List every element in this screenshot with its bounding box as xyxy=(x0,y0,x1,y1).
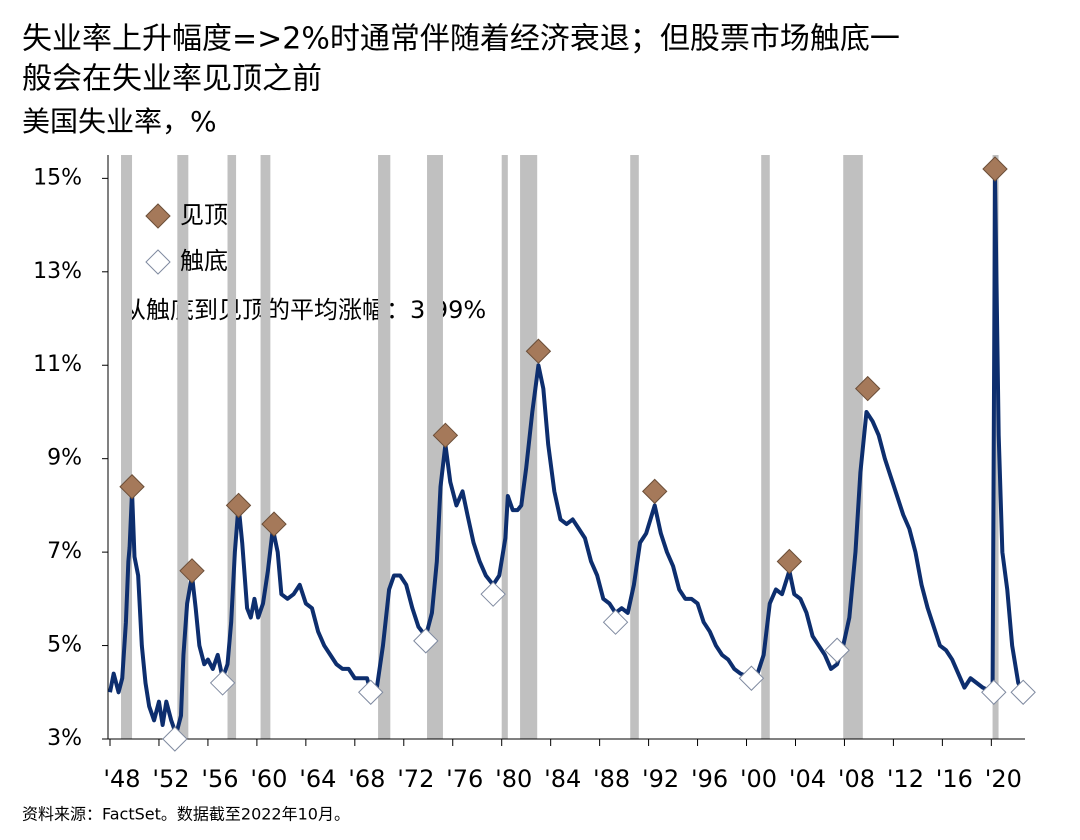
y-tick-label: 7% xyxy=(47,539,82,564)
y-tick-label: 5% xyxy=(47,633,82,658)
x-tick-label: '84 xyxy=(544,765,581,793)
recession-band xyxy=(121,155,133,739)
x-tick-label: '72 xyxy=(397,765,434,793)
recession-band xyxy=(378,155,391,739)
legend-label: 触底 xyxy=(180,247,228,275)
legend-marker xyxy=(145,203,171,229)
x-tick-label: '68 xyxy=(348,765,385,793)
peak-marker xyxy=(525,338,552,364)
chart-subtitle: 美国失业率，% xyxy=(22,105,217,138)
x-tick-label: '04 xyxy=(789,765,826,793)
trough-marker xyxy=(413,628,439,654)
peak-marker xyxy=(225,492,252,519)
unemployment-line xyxy=(108,176,1025,737)
trough-marker xyxy=(738,665,765,691)
x-tick-label: '00 xyxy=(740,765,777,793)
x-tick-label: '96 xyxy=(691,765,728,793)
recession-band xyxy=(227,155,237,739)
x-tick-label: '92 xyxy=(642,765,679,793)
recession-band xyxy=(427,155,443,739)
recession-band xyxy=(843,155,863,739)
trough-marker xyxy=(162,726,188,752)
x-tick-label: '64 xyxy=(299,765,336,793)
legend-marker xyxy=(145,249,171,275)
recession-band xyxy=(630,155,639,739)
trough-marker xyxy=(209,670,236,696)
trough-marker xyxy=(1010,679,1036,705)
source: 资料来源：FactSet。数据截至2022年10月。 xyxy=(22,805,350,824)
peak-marker xyxy=(261,511,287,537)
x-tick-label: '12 xyxy=(887,765,924,793)
x-tick-label: '20 xyxy=(985,765,1022,793)
y-tick-label: 11% xyxy=(33,352,82,377)
x-tick-label: '52 xyxy=(152,765,189,793)
y-tick-label: 15% xyxy=(33,165,82,190)
recession-band xyxy=(501,155,508,739)
peak-marker xyxy=(432,422,459,449)
recession-band xyxy=(260,155,271,739)
x-tick-label: '08 xyxy=(838,765,875,793)
y-tick-label: 13% xyxy=(33,259,82,284)
trough-marker xyxy=(480,581,506,607)
recession-band xyxy=(177,155,189,739)
peak-marker xyxy=(982,156,1008,182)
x-tick-label: '16 xyxy=(936,765,973,793)
y-tick-label: 9% xyxy=(47,446,82,471)
y-tick-label: 3% xyxy=(47,726,82,751)
x-tick-label: '48 xyxy=(103,765,140,793)
recession-band xyxy=(761,155,770,739)
x-tick-label: '80 xyxy=(495,765,532,793)
peak-marker xyxy=(776,548,803,575)
trough-marker xyxy=(602,609,629,635)
x-tick-label: '76 xyxy=(446,765,483,793)
x-tick-label: '56 xyxy=(201,765,238,793)
x-tick-label: '88 xyxy=(593,765,630,793)
peak-marker xyxy=(179,558,205,584)
trough-marker xyxy=(981,679,1007,705)
peak-marker xyxy=(854,375,881,402)
x-tick-label: '60 xyxy=(250,765,287,793)
peak-marker xyxy=(642,478,668,505)
peak-marker xyxy=(119,474,145,500)
trough-marker xyxy=(358,679,384,705)
chart-title: 般会在失业率见顶之前 xyxy=(22,62,322,97)
legend-label: 见顶 xyxy=(180,201,228,229)
trough-marker xyxy=(824,637,850,663)
chart-title: 失业率上升幅度=>2%时通常伴随着经济衰退；但股票市场触底一 xyxy=(22,22,900,57)
